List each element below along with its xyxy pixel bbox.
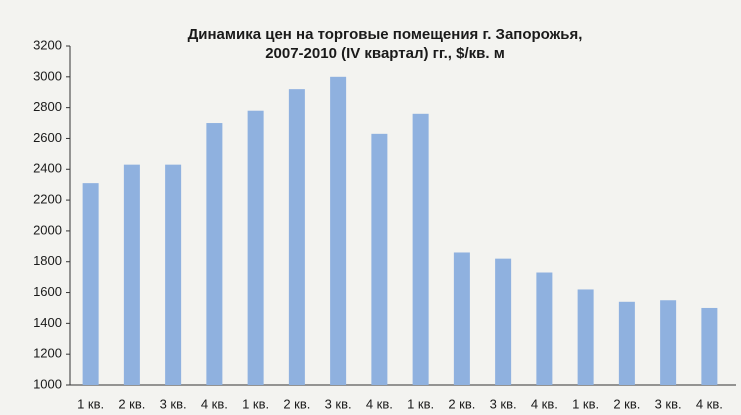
bar [412,113,429,386]
x-tick-label: 2 кв. [283,396,310,411]
x-tick-label: 4 кв. [201,396,228,411]
y-tick-label: 1200 [33,346,62,361]
y-tick-label: 1000 [33,376,62,391]
bar [123,164,140,385]
x-tick-label: 1 кв. [77,396,104,411]
y-tick-label: 3000 [33,68,62,83]
x-tick-label: 1 кв. [572,396,599,411]
x-tick-label: 3 кв. [160,396,187,411]
bar [660,300,677,385]
chart-title: 2007-2010 (IV квартал) гг., $/кв. м [265,45,505,62]
y-tick-label: 2800 [33,99,62,114]
x-tick-label: 1 кв. [407,396,434,411]
bar [701,307,718,385]
x-tick-label: 2 кв. [613,396,640,411]
bar [330,76,347,386]
y-tick-label: 2400 [33,161,62,176]
y-tick-label: 2600 [33,130,62,145]
bar [453,252,470,385]
x-tick-label: 3 кв. [490,396,517,411]
y-tick-label: 1800 [33,253,62,268]
chart-title: Динамика цен на торговые помещения г. За… [188,26,583,43]
bar [495,258,512,385]
x-tick-label: 4 кв. [531,396,558,411]
y-tick-label: 3200 [33,37,62,52]
bar [577,289,594,385]
x-tick-label: 4 кв. [696,396,723,411]
y-tick-label: 2200 [33,192,62,207]
x-tick-label: 4 кв. [366,396,393,411]
y-tick-label: 2000 [33,222,62,237]
x-tick-label: 1 кв. [242,396,269,411]
bar [618,301,635,385]
bar [247,110,264,385]
bar [371,133,388,385]
bar [206,123,223,385]
x-tick-label: 3 кв. [655,396,682,411]
x-tick-label: 2 кв. [448,396,475,411]
y-tick-label: 1400 [33,315,62,330]
bar [536,272,553,385]
bar [82,183,99,385]
bar [165,164,182,385]
x-tick-label: 3 кв. [325,396,352,411]
bar [288,89,305,386]
x-tick-label: 2 кв. [118,396,145,411]
y-tick-label: 1600 [33,284,62,299]
